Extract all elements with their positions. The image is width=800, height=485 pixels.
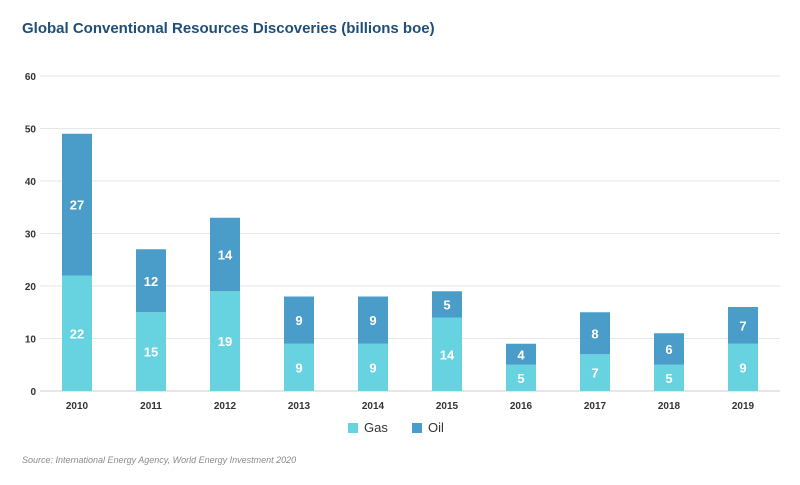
bar-label-gas-2012: 19 bbox=[218, 334, 232, 349]
x-tick-label: 2011 bbox=[140, 401, 162, 412]
bar-gas-2011 bbox=[136, 312, 166, 391]
legend-swatch-oil bbox=[412, 423, 422, 433]
bar-label-gas-2018: 5 bbox=[665, 371, 672, 386]
bar-gas-2016 bbox=[506, 364, 536, 391]
bar-oil-2015 bbox=[432, 291, 462, 318]
y-tick-label: 60 bbox=[25, 72, 37, 83]
source-note: Source: International Energy Agency, Wor… bbox=[22, 455, 297, 465]
x-tick-label: 2015 bbox=[436, 401, 459, 412]
bar-label-oil-2016: 4 bbox=[517, 347, 525, 362]
bar-gas-2019 bbox=[728, 343, 758, 391]
bar-label-gas-2011: 15 bbox=[144, 345, 158, 360]
bar-label-oil-2015: 5 bbox=[443, 297, 450, 312]
x-tick-label: 2012 bbox=[214, 401, 237, 412]
bar-label-gas-2017: 7 bbox=[591, 366, 598, 381]
bar-label-gas-2010: 22 bbox=[70, 326, 84, 341]
bar-oil-2011 bbox=[136, 249, 166, 313]
bar-oil-2018 bbox=[654, 333, 684, 365]
x-tick-label: 2019 bbox=[732, 401, 755, 412]
x-tick-label: 2017 bbox=[584, 401, 607, 412]
bar-label-gas-2015: 14 bbox=[440, 347, 455, 362]
x-tick-label: 2010 bbox=[66, 401, 89, 412]
legend-label-gas: Gas bbox=[364, 420, 388, 435]
y-axis-ticks: 0 10 20 30 40 50 60 bbox=[25, 72, 37, 398]
bar-label-oil-2013: 9 bbox=[295, 313, 302, 328]
bar-label-oil-2012: 14 bbox=[218, 248, 233, 263]
y-tick-label: 50 bbox=[25, 125, 37, 136]
legend: Gas Oil bbox=[348, 420, 444, 435]
bar-gas-2018 bbox=[654, 364, 684, 391]
bar-oil-2013 bbox=[284, 296, 314, 344]
bar-gas-2017 bbox=[580, 354, 610, 391]
legend-label-oil: Oil bbox=[428, 420, 444, 435]
bar-gas-2010 bbox=[62, 275, 92, 391]
y-tick-label: 30 bbox=[25, 230, 37, 241]
x-tick-label: 2014 bbox=[362, 401, 385, 412]
bar-label-oil-2014: 9 bbox=[369, 313, 376, 328]
bar-oil-2012 bbox=[210, 217, 240, 292]
bar-label-oil-2018: 6 bbox=[665, 342, 672, 357]
bar-label-oil-2017: 8 bbox=[591, 326, 598, 341]
x-axis-ticks: 2010 2011 2012 2013 2014 2015 2016 2017 2018 2019 bbox=[66, 401, 755, 412]
bar-label-gas-2016: 5 bbox=[517, 371, 524, 386]
bar-label-gas-2013: 9 bbox=[295, 360, 302, 375]
x-tick-label: 2016 bbox=[510, 401, 533, 412]
bar-oil-2016 bbox=[506, 343, 536, 365]
chart-title: Global Conventional Resources Discoverie… bbox=[22, 20, 435, 37]
bars-layer: 22 27 15 12 19 14 9 9 9 9 14 5 5 4 7 8 5 6 9 7 bbox=[62, 133, 758, 391]
y-tick-label: 0 bbox=[30, 387, 36, 398]
bar-oil-2014 bbox=[358, 296, 388, 344]
bar-gas-2012 bbox=[210, 291, 240, 391]
bar-gas-2015 bbox=[432, 317, 462, 391]
x-tick-label: 2018 bbox=[658, 401, 681, 412]
y-tick-label: 40 bbox=[25, 177, 37, 188]
bar-label-gas-2014: 9 bbox=[369, 360, 376, 375]
bar-label-oil-2011: 12 bbox=[144, 274, 158, 289]
bar-oil-2019 bbox=[728, 307, 758, 344]
bar-label-gas-2019: 9 bbox=[739, 360, 746, 375]
bar-oil-2017 bbox=[580, 312, 610, 355]
y-tick-label: 10 bbox=[25, 335, 37, 346]
bar-label-oil-2010: 27 bbox=[70, 198, 84, 213]
x-tick-label: 2013 bbox=[288, 401, 311, 412]
bar-label-oil-2019: 7 bbox=[739, 318, 746, 333]
bar-oil-2010 bbox=[62, 133, 92, 276]
legend-swatch-gas bbox=[348, 423, 358, 433]
bar-gas-2013 bbox=[284, 343, 314, 391]
bar-gas-2014 bbox=[358, 343, 388, 391]
y-tick-label: 20 bbox=[25, 282, 37, 293]
